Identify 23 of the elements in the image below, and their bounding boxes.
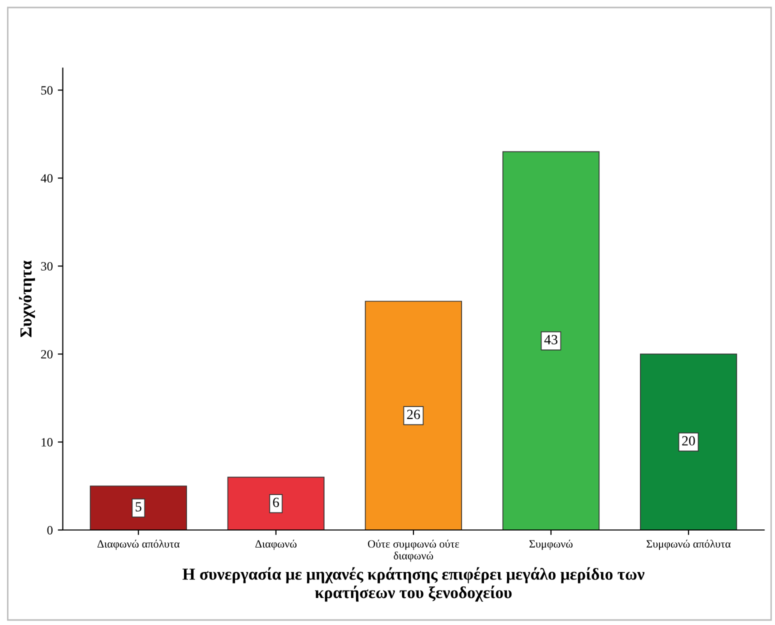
x-tick-label: Συμφωνώ [529,540,573,550]
bar [227,476,324,530]
x-tick-label: Διαφωνώ [255,540,297,550]
y-tick-label: 0 [47,526,53,534]
bar [90,486,187,530]
x-axis-title: Η συνεργασία με μηχανές κράτησης επιφέρει μεγάλο μερίδιο των κρατήσεων του ξενοδοχείου [182,567,644,602]
y-axis-title: Συχνότητα [19,260,35,338]
y-tick-label: 40 [40,174,53,183]
y-tick-label: 10 [42,438,53,446]
bar [640,354,738,530]
bar [502,151,600,530]
bar [364,300,462,530]
data-label: 26 [407,410,420,420]
x-tick-label: Διαφωνώ απόλυτα [97,540,180,550]
x-tick-label: Ούτε συμφωνώ ούτε διαφωνώ [368,540,460,562]
data-label: 6 [273,498,279,508]
y-tick-label: 20 [41,350,53,359]
data-label: 20 [682,436,695,446]
y-tick-label: 50 [41,86,53,95]
x-tick-label: Συμφωνώ απόλυτα [646,540,731,550]
data-label: 5 [136,502,142,512]
data-label: 43 [544,334,558,344]
y-tick-label: 30 [41,262,53,271]
